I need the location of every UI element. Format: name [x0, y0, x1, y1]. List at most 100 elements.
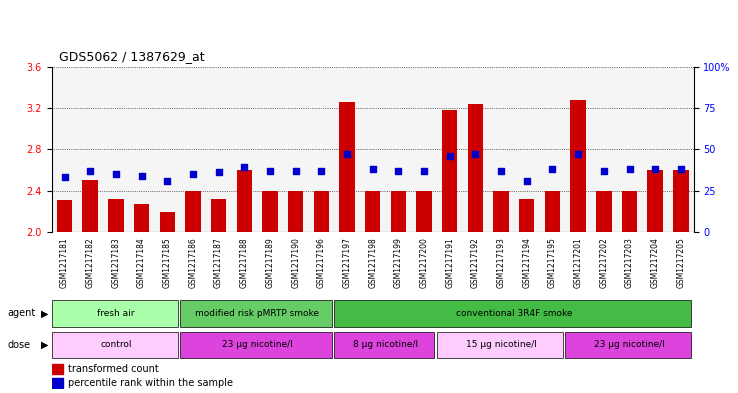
Text: modified risk pMRTP smoke: modified risk pMRTP smoke [195, 309, 319, 318]
Text: GSM1217203: GSM1217203 [625, 237, 634, 288]
FancyBboxPatch shape [180, 332, 331, 358]
Text: GSM1217193: GSM1217193 [497, 237, 506, 288]
Bar [390, 191, 406, 232]
FancyBboxPatch shape [334, 332, 435, 358]
Text: GSM1217187: GSM1217187 [214, 237, 223, 288]
Point [110, 171, 122, 177]
Point [136, 173, 148, 179]
Text: GSM1217185: GSM1217185 [163, 237, 172, 288]
Text: percentile rank within the sample: percentile rank within the sample [68, 378, 232, 388]
Bar [314, 191, 329, 232]
Text: ▶: ▶ [41, 340, 48, 350]
Bar [237, 170, 252, 232]
Bar [519, 199, 534, 232]
Point [598, 168, 610, 174]
Point [649, 166, 661, 172]
Bar [83, 180, 98, 232]
Bar [596, 191, 612, 232]
Bar [52, 378, 63, 387]
Point [624, 166, 635, 172]
Point [469, 151, 481, 158]
Text: GDS5062 / 1387629_at: GDS5062 / 1387629_at [59, 50, 204, 63]
Text: GSM1217184: GSM1217184 [137, 237, 146, 288]
Point [444, 153, 455, 159]
Bar [108, 199, 123, 232]
Bar [134, 204, 149, 232]
Point [521, 178, 533, 184]
Point [162, 178, 173, 184]
Bar [288, 191, 303, 232]
Bar [52, 364, 63, 374]
Bar [545, 191, 560, 232]
Point [290, 168, 302, 174]
Point [495, 168, 507, 174]
Text: GSM1217201: GSM1217201 [573, 237, 582, 288]
Text: GSM1217181: GSM1217181 [60, 237, 69, 288]
Bar [468, 104, 483, 232]
Bar [647, 170, 663, 232]
Text: 15 μg nicotine/l: 15 μg nicotine/l [466, 340, 537, 349]
Text: transformed count: transformed count [68, 364, 159, 374]
FancyBboxPatch shape [52, 300, 178, 327]
Point [547, 166, 559, 172]
Point [418, 168, 430, 174]
Bar [365, 191, 380, 232]
Point [58, 174, 70, 180]
Text: GSM1217198: GSM1217198 [368, 237, 377, 288]
Point [264, 168, 276, 174]
Bar [622, 191, 637, 232]
Bar [185, 191, 201, 232]
Text: control: control [100, 340, 131, 349]
Bar [442, 110, 458, 232]
Text: 8 μg nicotine/l: 8 μg nicotine/l [353, 340, 418, 349]
Point [315, 168, 327, 174]
Bar [339, 102, 355, 232]
FancyBboxPatch shape [334, 300, 692, 327]
FancyBboxPatch shape [180, 300, 331, 327]
Text: GSM1217195: GSM1217195 [548, 237, 557, 288]
Bar [262, 191, 277, 232]
Text: GSM1217183: GSM1217183 [111, 237, 120, 288]
Text: GSM1217189: GSM1217189 [266, 237, 275, 288]
Text: conventional 3R4F smoke: conventional 3R4F smoke [455, 309, 572, 318]
Text: GSM1217194: GSM1217194 [523, 237, 531, 288]
Text: 23 μg nicotine/l: 23 μg nicotine/l [221, 340, 292, 349]
Text: GSM1217202: GSM1217202 [599, 237, 608, 288]
Point [341, 151, 353, 158]
Text: GSM1217200: GSM1217200 [420, 237, 429, 288]
Text: GSM1217205: GSM1217205 [677, 237, 686, 288]
Text: agent: agent [7, 309, 35, 318]
Point [213, 169, 224, 176]
Bar [416, 191, 432, 232]
Text: GSM1217199: GSM1217199 [394, 237, 403, 288]
Text: GSM1217197: GSM1217197 [342, 237, 351, 288]
FancyBboxPatch shape [437, 332, 563, 358]
Point [84, 168, 96, 174]
Text: GSM1217182: GSM1217182 [86, 237, 94, 288]
Text: 23 μg nicotine/l: 23 μg nicotine/l [594, 340, 665, 349]
Text: GSM1217192: GSM1217192 [471, 237, 480, 288]
Text: GSM1217190: GSM1217190 [292, 237, 300, 288]
Text: dose: dose [7, 340, 30, 350]
FancyBboxPatch shape [565, 332, 692, 358]
Bar [673, 170, 689, 232]
Text: GSM1217196: GSM1217196 [317, 237, 325, 288]
Bar [159, 212, 175, 232]
Point [238, 164, 250, 171]
Point [187, 171, 199, 177]
Text: fresh air: fresh air [97, 309, 134, 318]
Text: GSM1217188: GSM1217188 [240, 237, 249, 288]
Point [393, 168, 404, 174]
Point [572, 151, 584, 158]
Text: GSM1217191: GSM1217191 [445, 237, 454, 288]
Bar [570, 100, 586, 232]
Text: GSM1217204: GSM1217204 [651, 237, 660, 288]
Text: ▶: ▶ [41, 309, 48, 318]
Bar [57, 200, 72, 232]
FancyBboxPatch shape [52, 332, 178, 358]
Text: GSM1217186: GSM1217186 [188, 237, 197, 288]
Point [675, 166, 687, 172]
Bar [494, 191, 508, 232]
Point [367, 166, 379, 172]
Bar [211, 199, 227, 232]
